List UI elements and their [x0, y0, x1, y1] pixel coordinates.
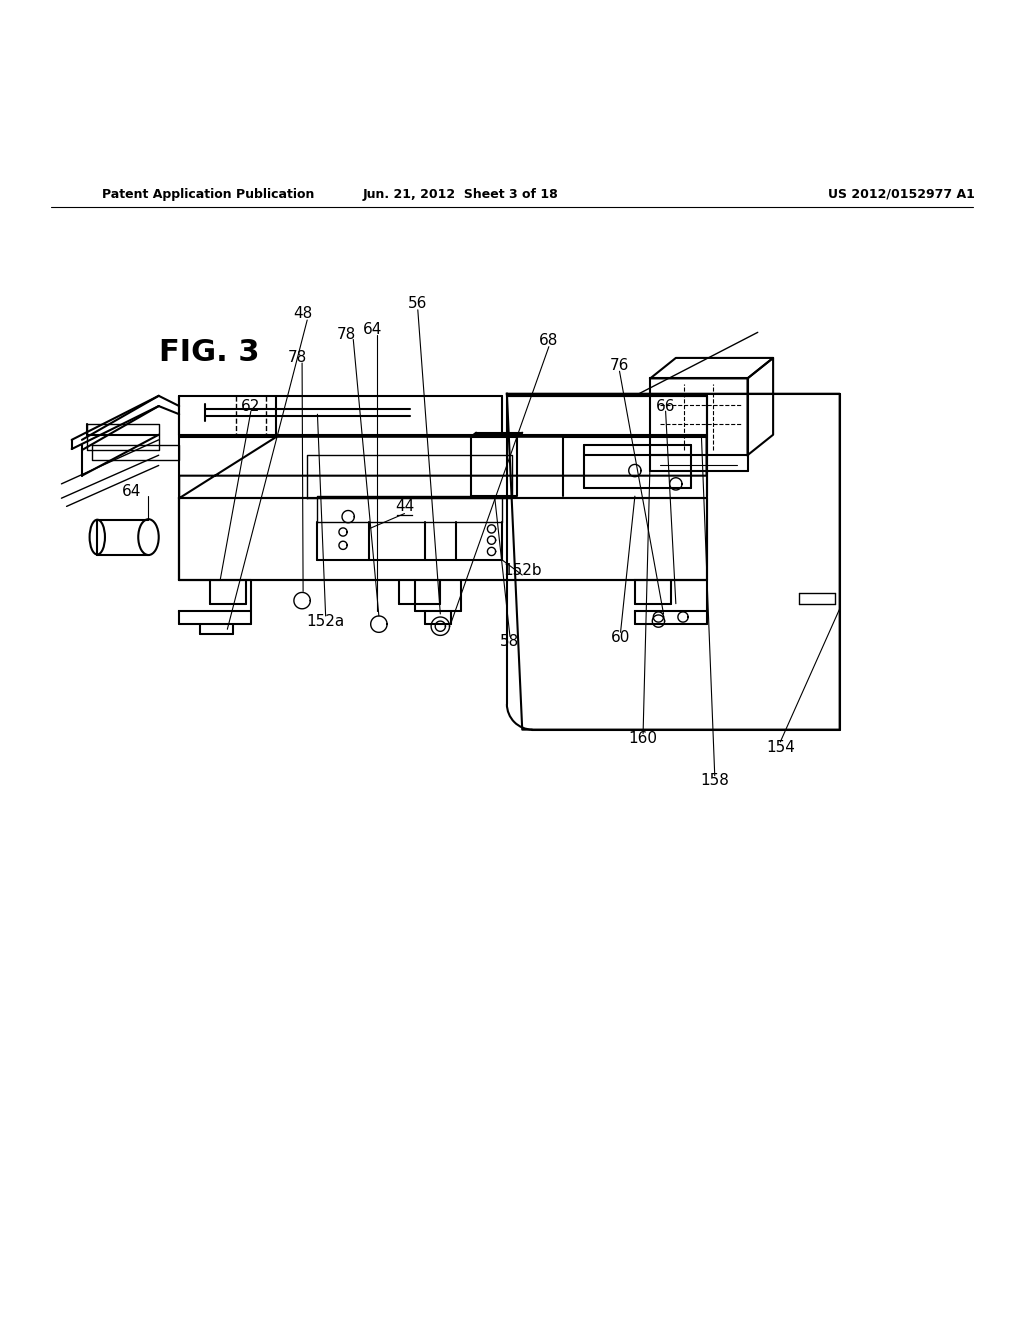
Text: 76: 76 [610, 358, 629, 372]
Text: 60: 60 [611, 630, 630, 645]
Text: 154: 154 [766, 739, 795, 755]
Ellipse shape [90, 520, 105, 554]
Text: 58: 58 [501, 634, 519, 649]
Text: Jun. 21, 2012  Sheet 3 of 18: Jun. 21, 2012 Sheet 3 of 18 [362, 187, 559, 201]
Text: 158: 158 [700, 774, 729, 788]
Text: 48: 48 [294, 306, 312, 321]
Text: Patent Application Publication: Patent Application Publication [102, 187, 314, 201]
Text: 152a: 152a [306, 614, 345, 628]
Text: 62: 62 [242, 399, 260, 413]
Text: FIG. 3: FIG. 3 [159, 338, 259, 367]
Text: 78: 78 [288, 350, 306, 366]
Text: 44: 44 [395, 499, 414, 513]
Text: 66: 66 [655, 399, 676, 413]
Text: 56: 56 [409, 296, 427, 312]
Text: 64: 64 [122, 483, 140, 499]
Text: 160: 160 [629, 731, 657, 746]
Text: 64: 64 [364, 322, 382, 337]
Text: 152b: 152b [503, 564, 542, 578]
Text: US 2012/0152977 A1: US 2012/0152977 A1 [827, 187, 975, 201]
Text: 78: 78 [337, 327, 355, 342]
Text: 68: 68 [540, 333, 558, 348]
